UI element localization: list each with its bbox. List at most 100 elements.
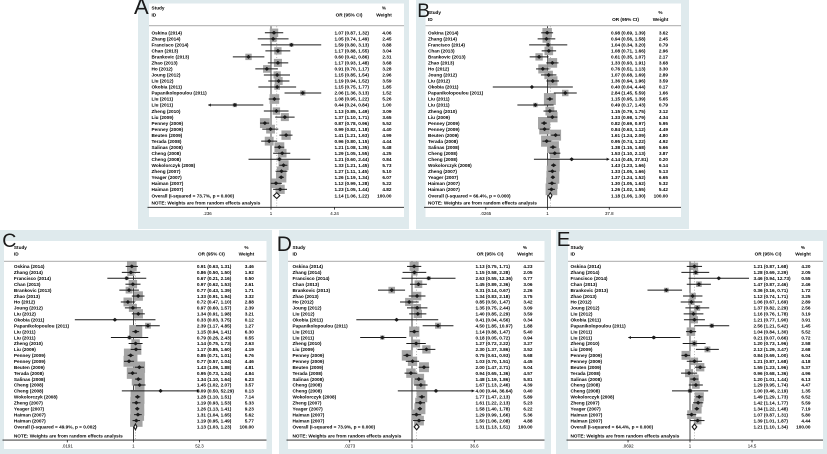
svg-text:0.61 (0.35, 1.07): 0.61 (0.35, 1.07) [611, 55, 646, 60]
svg-text:4.80: 4.80 [659, 133, 669, 138]
svg-text:Haiman (2007): Haiman (2007) [152, 187, 184, 192]
svg-text:1: 1 [688, 443, 691, 448]
svg-text:Liu (2009): Liu (2009) [428, 115, 450, 120]
svg-text:1.53 (1.10, 2.13): 1.53 (1.10, 2.13) [611, 151, 646, 156]
svg-text:Cheng (2008): Cheng (2008) [152, 157, 182, 162]
svg-text:5.59: 5.59 [801, 400, 811, 405]
svg-text:Weight: Weight [795, 251, 811, 256]
svg-text:1.29 (1.05, 1.55): 1.29 (1.05, 1.55) [335, 151, 370, 156]
svg-text:5.22: 5.22 [382, 181, 392, 186]
svg-text:2.45: 2.45 [382, 37, 392, 42]
svg-text:1.61 (1.24, 2.09): 1.61 (1.24, 2.09) [611, 133, 646, 138]
svg-text:4.81: 4.81 [245, 364, 255, 369]
svg-text:0.94: 0.94 [523, 335, 533, 340]
svg-text:1.47 (0.87, 2.46): 1.47 (0.87, 2.46) [753, 281, 788, 286]
svg-text:Oskina (2014): Oskina (2014) [292, 264, 323, 269]
svg-text:Yeager (2007): Yeager (2007) [428, 175, 459, 180]
svg-text:Brankovic (2013): Brankovic (2013) [428, 55, 466, 60]
svg-text:1.28 (1.10, 1.51): 1.28 (1.10, 1.51) [197, 394, 232, 399]
svg-text:1.45 (1.02, 2.07): 1.45 (1.02, 2.07) [197, 382, 232, 387]
svg-text:1.21 (0.87, 1.68): 1.21 (0.87, 1.68) [753, 358, 788, 363]
svg-text:3.19: 3.19 [801, 311, 811, 316]
svg-text:1: 1 [410, 443, 413, 448]
svg-text:1.66: 1.66 [659, 91, 669, 96]
svg-text:Okobia (2011): Okobia (2011) [292, 317, 323, 322]
svg-text:Cheng (2008): Cheng (2008) [292, 382, 322, 387]
svg-text:1.07 (0.68, 1.69): 1.07 (0.68, 1.69) [611, 73, 646, 78]
svg-text:1.43 (1.09, 1.88): 1.43 (1.09, 1.88) [197, 364, 232, 369]
svg-text:Salinas (2008): Salinas (2008) [152, 145, 184, 150]
svg-text:Liu (2012): Liu (2012) [14, 311, 36, 316]
svg-text:5.52: 5.52 [382, 121, 392, 126]
svg-text:3.75: 3.75 [523, 293, 533, 298]
svg-text:1.33 (0.98, 1.79): 1.33 (0.98, 1.79) [611, 115, 646, 120]
svg-text:1: 1 [546, 211, 549, 216]
svg-text:1.08 (0.95, 1.22): 1.08 (0.95, 1.22) [335, 97, 370, 102]
svg-text:3.59: 3.59 [382, 79, 392, 84]
svg-text:1.33 (1.21, 1.45): 1.33 (1.21, 1.45) [335, 163, 370, 168]
svg-text:0.79 (0.26, 2.43): 0.79 (0.26, 2.43) [197, 335, 232, 340]
svg-text:Liu (2012): Liu (2012) [152, 79, 174, 84]
svg-text:0.49 (0.17, 1.43): 0.49 (0.17, 1.43) [611, 103, 646, 108]
svg-text:1.52: 1.52 [382, 91, 392, 96]
svg-text:Yeager (2007): Yeager (2007) [292, 406, 323, 411]
svg-text:0.82 (0.69, 0.97): 0.82 (0.69, 0.97) [611, 121, 646, 126]
svg-text:Terada (2008): Terada (2008) [570, 370, 600, 375]
svg-text:Chan (2013): Chan (2013) [292, 281, 319, 286]
svg-text:4.44: 4.44 [801, 418, 811, 423]
svg-text:1.04 (0.34, 3.20): 1.04 (0.34, 3.20) [611, 43, 646, 48]
svg-text:3.57: 3.57 [245, 382, 255, 387]
svg-text:1.34 (1.22, 1.48): 1.34 (1.22, 1.48) [753, 406, 788, 411]
svg-text:Penney (2009): Penney (2009) [14, 358, 46, 363]
svg-text:Haiman (2007): Haiman (2007) [14, 412, 46, 417]
svg-text:ID: ID [570, 251, 575, 256]
svg-text:2.17: 2.17 [659, 55, 669, 60]
svg-text:ID: ID [428, 17, 433, 22]
svg-text:5.09 (0.50, 52.29): 5.09 (0.50, 52.29) [197, 388, 234, 393]
svg-text:Terada (2008): Terada (2008) [14, 370, 44, 375]
svg-text:3.04: 3.04 [382, 49, 392, 54]
svg-text:1.50 (1.06, 2.08): 1.50 (1.06, 2.08) [475, 418, 510, 423]
svg-text:7.19: 7.19 [801, 406, 811, 411]
svg-text:1.34 (0.91, 1.98): 1.34 (0.91, 1.98) [197, 311, 232, 316]
svg-text:2.39 (1.17, 4.85): 2.39 (1.17, 4.85) [197, 323, 232, 328]
svg-text:1.37 (1.10, 1.71): 1.37 (1.10, 1.71) [335, 115, 370, 120]
svg-text:1.06 (0.67, 1.69): 1.06 (0.67, 1.69) [753, 299, 788, 304]
svg-text:1.21 (1.10, 1.34): 1.21 (1.10, 1.34) [753, 424, 788, 429]
svg-text:4.34: 4.34 [659, 115, 669, 120]
svg-text:3.06: 3.06 [523, 281, 533, 286]
svg-text:1.37 (0.82, 2.29): 1.37 (0.82, 2.29) [753, 305, 788, 310]
svg-text:3.62: 3.62 [659, 31, 669, 36]
svg-text:2.58: 2.58 [801, 341, 811, 346]
svg-text:Zhao (2013): Zhao (2013) [14, 293, 40, 298]
svg-text:4.06: 4.06 [382, 31, 392, 36]
svg-text:Terada (2008): Terada (2008) [428, 139, 458, 144]
svg-text:0.55: 0.55 [245, 335, 255, 340]
svg-text:1.26 (1.13, 1.41): 1.26 (1.13, 1.41) [197, 406, 232, 411]
svg-text:1.67 (1.13, 2.46): 1.67 (1.13, 2.46) [475, 382, 510, 387]
svg-text:2.39: 2.39 [245, 305, 255, 310]
svg-text:0.20: 0.20 [659, 157, 669, 162]
svg-text:1.34 (1.10, 1.64): 1.34 (1.10, 1.64) [197, 376, 232, 381]
svg-text:1.33 (1.05, 1.66): 1.33 (1.05, 1.66) [611, 169, 646, 174]
svg-text:3.59: 3.59 [523, 311, 533, 316]
svg-text:1.55 (1.23, 1.96): 1.55 (1.23, 1.96) [753, 364, 788, 369]
svg-text:0.33 (0.03, 3.75): 0.33 (0.03, 3.75) [197, 317, 232, 322]
svg-text:2.89: 2.89 [801, 299, 811, 304]
svg-text:4.46: 4.46 [245, 358, 255, 363]
svg-text:4.99: 4.99 [382, 133, 392, 138]
svg-text:Wokolorczyk (2008): Wokolorczyk (2008) [428, 163, 472, 168]
svg-text:Liu (2012): Liu (2012) [428, 79, 450, 84]
svg-text:4.92: 4.92 [659, 139, 669, 144]
svg-text:Haiman (2007): Haiman (2007) [14, 418, 46, 423]
svg-text:Papanikolopoulou (2011): Papanikolopoulou (2011) [14, 323, 70, 328]
svg-text:4.84: 4.84 [245, 370, 255, 375]
svg-text:OR (95% CI): OR (95% CI) [754, 251, 781, 256]
svg-text:Cheng (2008): Cheng (2008) [14, 388, 44, 393]
svg-text:1.15 (0.95, 1.39): 1.15 (0.95, 1.39) [611, 97, 646, 102]
svg-text:Liu (2011): Liu (2011) [14, 335, 36, 340]
svg-text:Ho (2012): Ho (2012) [292, 299, 314, 304]
svg-text:Oskina (2014): Oskina (2014) [14, 264, 45, 269]
svg-text:Francisco (2014): Francisco (2014) [428, 43, 465, 48]
svg-text:5.36: 5.36 [523, 412, 533, 417]
